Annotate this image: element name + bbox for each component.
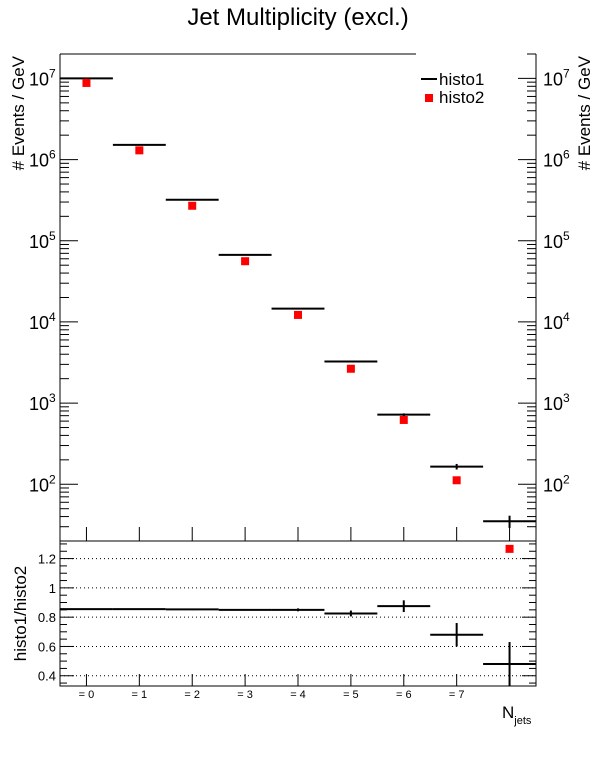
- y-tick-label-right: 103: [543, 391, 570, 414]
- y-tick-label-right: 105: [543, 229, 570, 252]
- chart-title: Jet Multiplicity (excl.): [187, 4, 409, 31]
- y-tick-label-right: 102: [543, 472, 570, 495]
- histo2-marker: [135, 146, 144, 155]
- histo2-marker: [188, 201, 197, 210]
- ratio-y-tick-label: 0.8: [38, 610, 56, 625]
- x-tick-label: = 2: [184, 689, 200, 701]
- x-tick-label: = 5: [343, 689, 359, 701]
- x-tick-label: = 6: [396, 689, 412, 701]
- x-tick-label: = 4: [290, 689, 306, 701]
- ratio-y-axis-title: histo1/histo2: [11, 566, 30, 661]
- ratio-y-tick-label: 1: [49, 581, 56, 596]
- histo2-marker: [399, 415, 408, 424]
- y-axis-title-left: # Events / GeV: [9, 55, 28, 170]
- y-axis-title-right: # Events / GeV: [575, 55, 594, 170]
- x-tick-label: = 1: [132, 689, 148, 701]
- legend-histo1-label: histo1: [439, 70, 484, 89]
- x-axis-title: Njets: [502, 703, 532, 727]
- ratio-panel: 0.4 0.6 0.8 1 1.2 histo1/histo2 = 0 = 1 = 2 = 3 = …: [11, 540, 537, 727]
- y-tick-label-left: 107: [29, 66, 56, 89]
- y-tick-label-right: 104: [543, 310, 570, 333]
- x-tick-label: = 0: [79, 689, 95, 701]
- y-tick-label-right: 107: [543, 66, 570, 89]
- y-tick-label-right: 106: [543, 148, 570, 171]
- x-tick-label: = 7: [449, 689, 465, 701]
- legend-histo2-symbol: [425, 94, 433, 102]
- ratio-y-tick-label: 0.6: [38, 639, 56, 654]
- histo2-marker: [82, 78, 91, 87]
- ratio-frame: [59, 540, 537, 687]
- histo2-marker: [452, 476, 461, 485]
- y-tick-label-left: 105: [29, 229, 56, 252]
- ratio-y-tick-label: 0.4: [38, 669, 56, 684]
- x-tick-label: = 3: [237, 689, 253, 701]
- y-tick-label-left: 106: [29, 148, 56, 171]
- histo2-marker: [346, 364, 355, 373]
- ratio-y-tick-label: 1.2: [38, 552, 56, 567]
- y-tick-label-left: 102: [29, 472, 56, 495]
- y-tick-label-left: 104: [29, 310, 56, 333]
- histo2-marker: [505, 544, 514, 553]
- legend-histo2-label: histo2: [439, 88, 484, 107]
- histo2-marker: [241, 257, 250, 266]
- histo2-marker: [294, 310, 302, 319]
- y-tick-label-left: 103: [29, 391, 56, 414]
